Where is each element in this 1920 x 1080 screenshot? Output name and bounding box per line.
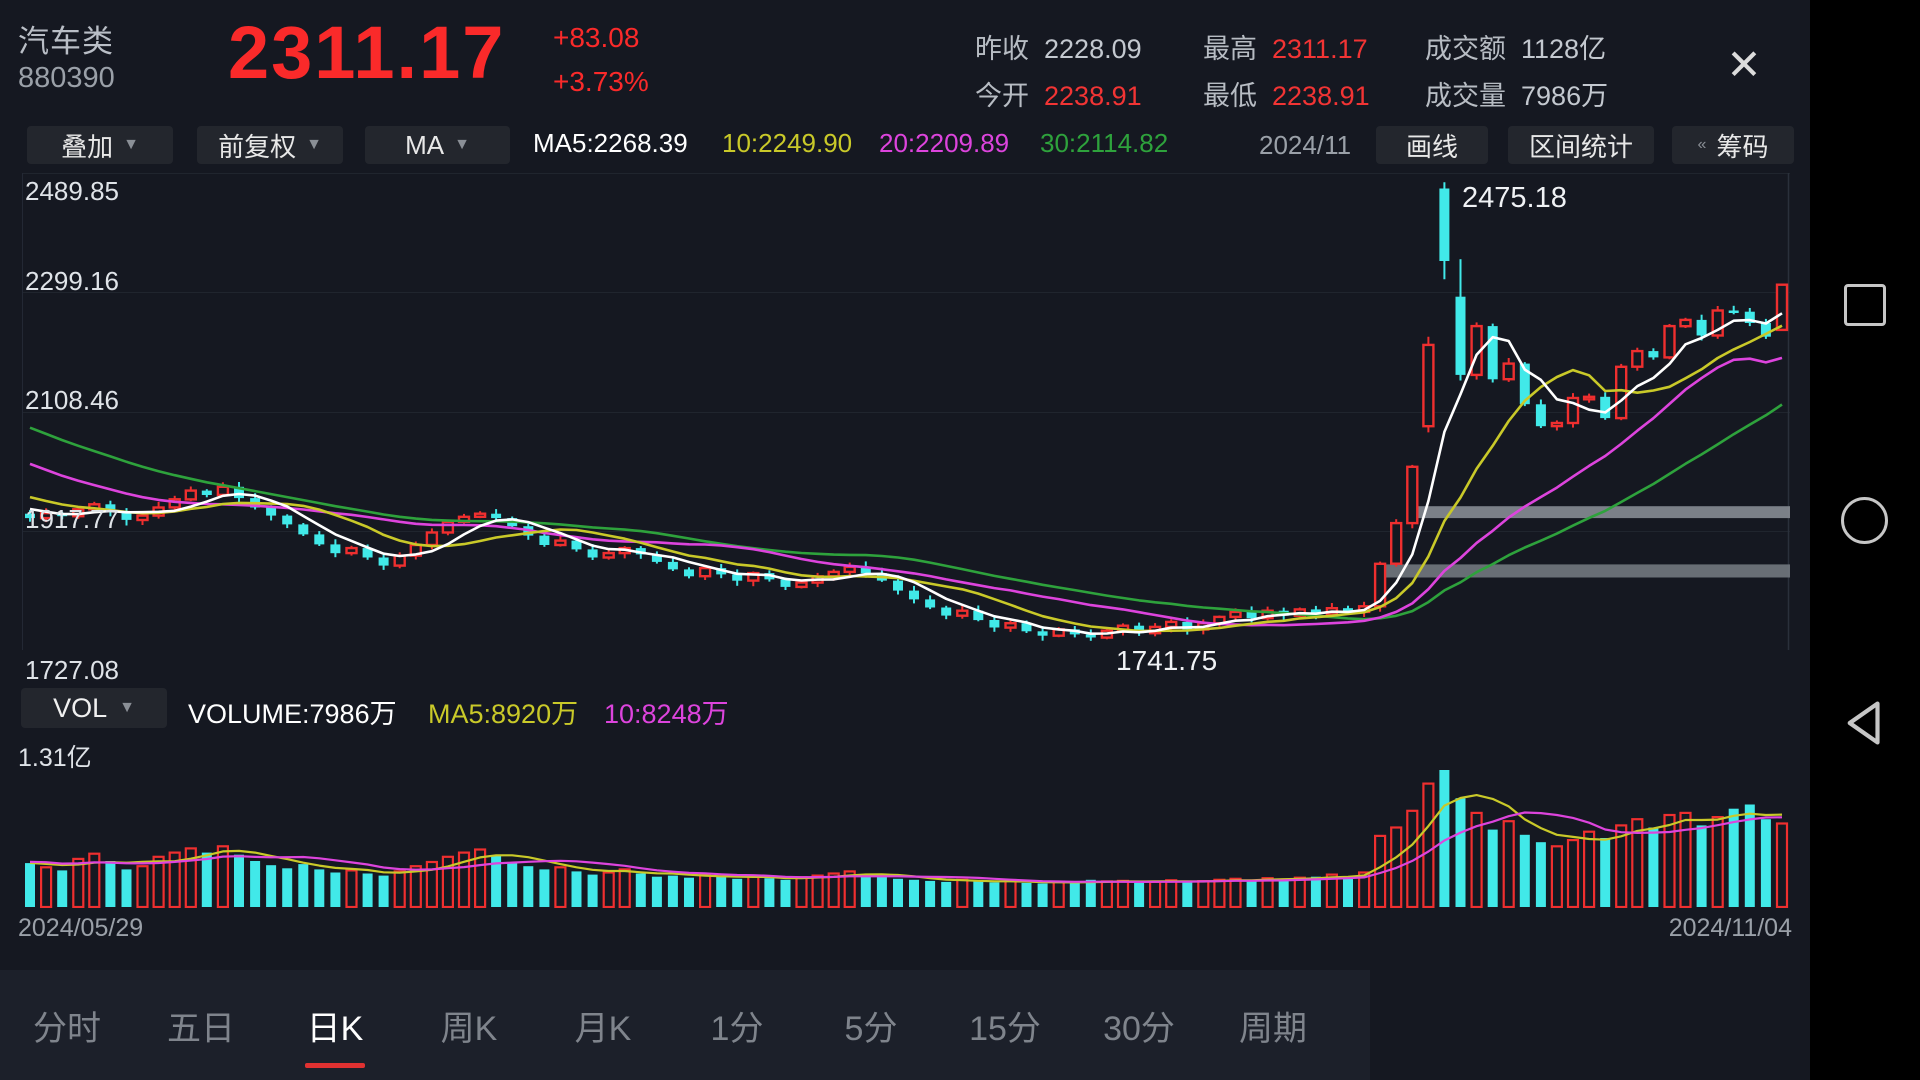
tab-1分[interactable]: 1分 <box>710 1009 764 1048</box>
chips-panel-button[interactable]: «筹码 <box>1672 126 1794 164</box>
volume-scale-label: 1.31亿 <box>18 744 92 772</box>
back-button[interactable] <box>1840 698 1890 753</box>
price-change-percent: +3.73% <box>553 66 649 97</box>
tab-分时[interactable]: 分时 <box>33 1009 101 1048</box>
y-axis-label: 2489.85 <box>25 176 119 206</box>
stat-volume: 成交量 7986万 <box>1425 81 1609 111</box>
ma-dropdown[interactable]: MA ▼ <box>365 126 510 164</box>
ma30-value: 30:2114.82 <box>1040 128 1169 158</box>
collapse-left-icon: « <box>1697 136 1707 153</box>
home-button[interactable] <box>1841 497 1888 544</box>
stock-chart-app: 汽车类 880390 2311.17 +83.08 +3.73% 昨收 2228… <box>0 0 1810 1080</box>
recent-apps-button[interactable] <box>1844 284 1886 326</box>
y-axis-label: 2108.46 <box>25 385 119 415</box>
x-axis-start-date: 2024/05/29 <box>18 914 144 942</box>
close-button[interactable]: ✕ <box>1712 36 1776 92</box>
stock-code: 880390 <box>18 62 115 94</box>
high-price-annotation: 2475.18 <box>1462 182 1567 214</box>
tab-周期[interactable]: 周期 <box>1239 1009 1307 1048</box>
tab-15分[interactable]: 15分 <box>969 1009 1041 1048</box>
low-price-annotation: 1741.75 <box>1116 645 1218 676</box>
back-triangle-icon <box>1847 701 1880 745</box>
x-axis-end-date: 2024/11/04 <box>1668 914 1792 942</box>
ma5-value: MA5:2268.39 <box>533 128 688 158</box>
current-price: 2311.17 <box>228 11 506 94</box>
adjust-dropdown[interactable]: 前复权 ▼ <box>197 126 343 164</box>
tab-30分[interactable]: 30分 <box>1103 1009 1175 1048</box>
tab-5分[interactable]: 5分 <box>844 1009 898 1048</box>
ma10-value: 10:2249.90 <box>722 128 853 158</box>
overlay-dropdown[interactable]: 叠加 ▼ <box>27 126 173 164</box>
y-axis-label: 2299.16 <box>25 266 119 296</box>
active-tab-underline <box>305 1063 365 1068</box>
stock-name: 汽车类 <box>18 24 114 59</box>
chevron-down-icon: ▼ <box>454 136 470 153</box>
stat-open: 今开 2238.91 <box>975 81 1142 111</box>
stat-prev-close: 昨收 2228.09 <box>975 34 1142 64</box>
tab-日K[interactable]: 日K <box>268 970 402 1080</box>
stat-low: 最低 2238.91 <box>1203 81 1370 111</box>
ma20-value: 20:2209.89 <box>879 128 1010 158</box>
chevron-down-icon: ▼ <box>119 699 135 716</box>
volume-value: VOLUME:7986万 <box>188 699 397 729</box>
tab-五日[interactable]: 五日 <box>167 1009 235 1048</box>
stat-turnover: 成交额 1128亿 <box>1425 34 1607 64</box>
tab-周K[interactable]: 周K <box>440 1009 498 1048</box>
candlestick-chart[interactable] <box>22 173 1790 650</box>
toolbar-date: 2024/11 <box>1259 130 1352 160</box>
tab-月K[interactable]: 月K <box>574 1009 632 1048</box>
tab-bar-background <box>0 970 1370 1080</box>
y-axis-label: 1917.77 <box>25 504 119 534</box>
android-nav-bar <box>1810 0 1920 1080</box>
volume-ma5: MA5:8920万 <box>428 699 579 729</box>
chevron-down-icon: ▼ <box>123 136 139 153</box>
period-tab-bar: 分时 五日 日K 周K 月K 1分 5分 15分 30分 周期 <box>0 970 1810 1080</box>
stat-high: 最高 2311.17 <box>1203 34 1368 64</box>
volume-indicator-dropdown[interactable]: VOL ▼ <box>21 688 167 728</box>
close-icon: ✕ <box>1726 40 1762 88</box>
price-change: +83.08 <box>553 22 640 53</box>
y-axis-label: 1727.08 <box>25 655 119 685</box>
draw-line-button[interactable]: 画线 <box>1376 126 1488 164</box>
range-stats-button[interactable]: 区间统计 <box>1508 126 1654 164</box>
chevron-down-icon: ▼ <box>306 136 322 153</box>
volume-chart[interactable] <box>22 768 1790 908</box>
volume-ma10: 10:8248万 <box>604 699 729 729</box>
